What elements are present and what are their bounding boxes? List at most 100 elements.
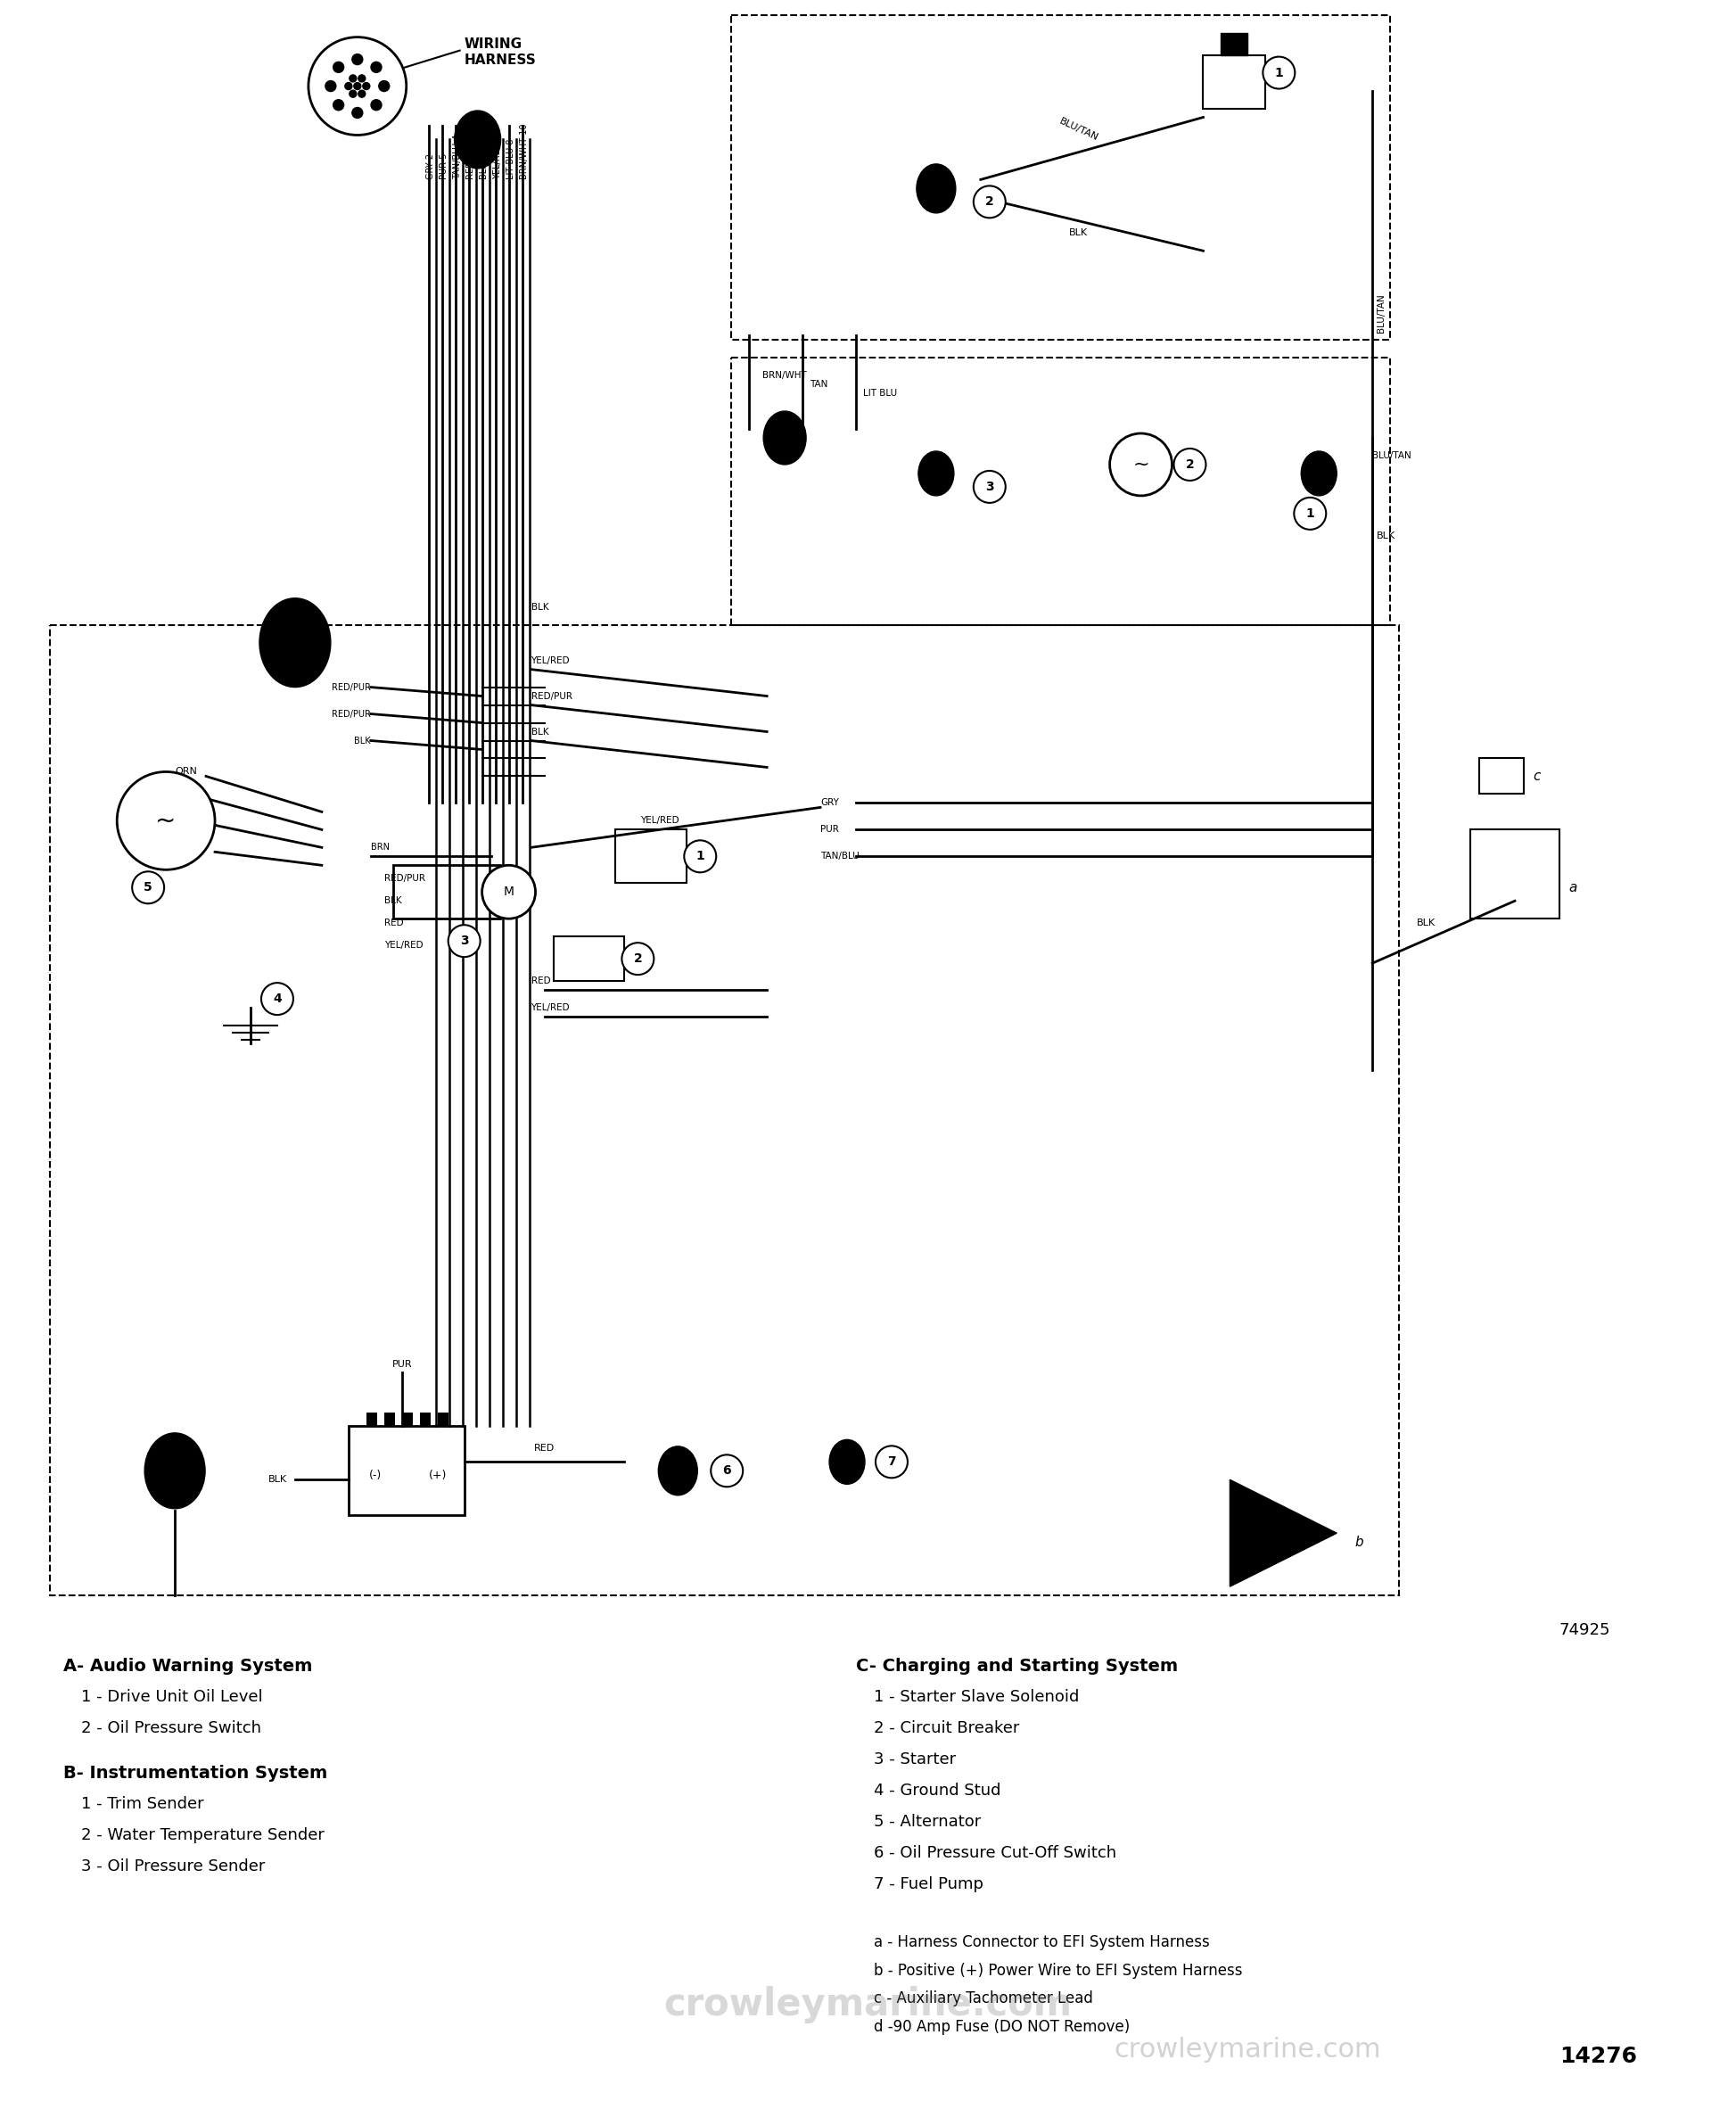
- Bar: [349, 1426, 464, 1516]
- Polygon shape: [1229, 1481, 1337, 1586]
- Bar: [420, 1413, 431, 1426]
- Text: 6 - Oil Pressure Cut-Off Switch: 6 - Oil Pressure Cut-Off Switch: [873, 1845, 1116, 1860]
- Text: TAN: TAN: [809, 380, 828, 388]
- Text: B- Instrumentation System: B- Instrumentation System: [64, 1765, 328, 1782]
- Bar: [403, 1413, 413, 1426]
- Text: 1 - Starter Slave Solenoid: 1 - Starter Slave Solenoid: [873, 1689, 1080, 1704]
- Text: 2 - Circuit Breaker: 2 - Circuit Breaker: [873, 1721, 1019, 1736]
- Bar: [731, 359, 1391, 624]
- Text: 4 - Ground Stud: 4 - Ground Stud: [873, 1782, 1002, 1799]
- Text: 74925: 74925: [1559, 1622, 1611, 1639]
- Bar: [1479, 759, 1524, 793]
- Text: BLK: BLK: [354, 736, 372, 744]
- Text: BRN: BRN: [372, 844, 389, 852]
- Circle shape: [1262, 57, 1295, 89]
- Text: A- Audio Warning System: A- Audio Warning System: [64, 1658, 312, 1675]
- Text: 2: 2: [1186, 458, 1194, 470]
- Text: BRN/WHT 10: BRN/WHT 10: [519, 124, 528, 179]
- Bar: [616, 829, 687, 884]
- Text: PUR: PUR: [821, 825, 838, 835]
- Text: GRY: GRY: [821, 799, 838, 808]
- Text: C- Charging and Starting System: C- Charging and Starting System: [856, 1658, 1179, 1675]
- Text: d -90 Amp Fuse (DO NOT Remove): d -90 Amp Fuse (DO NOT Remove): [873, 2018, 1130, 2035]
- Text: BRN/WHT: BRN/WHT: [762, 371, 807, 380]
- Text: 1 - Drive Unit Oil Level: 1 - Drive Unit Oil Level: [82, 1689, 262, 1704]
- Ellipse shape: [1302, 451, 1337, 496]
- Bar: [437, 1413, 448, 1426]
- Text: c: c: [1533, 770, 1540, 782]
- Circle shape: [372, 99, 382, 110]
- Circle shape: [974, 186, 1005, 217]
- Bar: [554, 936, 625, 981]
- Text: 2 - Water Temperature Sender: 2 - Water Temperature Sender: [82, 1826, 325, 1843]
- Text: crowleymarine.com: crowleymarine.com: [1115, 2037, 1382, 2063]
- Text: BLK: BLK: [531, 728, 549, 736]
- Ellipse shape: [764, 411, 806, 464]
- Circle shape: [349, 74, 356, 82]
- Circle shape: [260, 983, 293, 1014]
- Text: 14276: 14276: [1559, 2046, 1637, 2067]
- Text: BLK: BLK: [1377, 531, 1396, 540]
- Circle shape: [974, 470, 1005, 502]
- Text: 3: 3: [986, 481, 993, 494]
- Circle shape: [372, 61, 382, 72]
- Text: BLU/TAN: BLU/TAN: [1373, 451, 1411, 460]
- Text: a - Harness Connector to EFI System Harness: a - Harness Connector to EFI System Harn…: [873, 1934, 1210, 1951]
- Text: 1 - Trim Sender: 1 - Trim Sender: [82, 1797, 205, 1812]
- Text: BLK: BLK: [1417, 920, 1436, 928]
- Circle shape: [352, 55, 363, 65]
- Circle shape: [1109, 432, 1172, 496]
- Circle shape: [333, 99, 344, 110]
- Bar: [1470, 829, 1559, 920]
- Text: BLK: BLK: [267, 1476, 286, 1485]
- Circle shape: [333, 61, 344, 72]
- Circle shape: [363, 82, 370, 91]
- Bar: [1220, 32, 1248, 55]
- Bar: [1203, 55, 1266, 108]
- Text: LIT BLU 8: LIT BLU 8: [507, 139, 516, 179]
- Text: 2: 2: [634, 953, 642, 966]
- Text: a: a: [1568, 882, 1576, 894]
- Text: (-): (-): [368, 1470, 382, 1481]
- Text: RED/PUR: RED/PUR: [332, 683, 372, 692]
- Circle shape: [354, 82, 361, 91]
- Circle shape: [132, 871, 165, 903]
- Circle shape: [345, 82, 352, 91]
- Bar: [366, 1413, 377, 1426]
- Text: YEL/RED: YEL/RED: [641, 816, 679, 825]
- Text: YEL/RED 3: YEL/RED 3: [493, 135, 502, 179]
- Text: RED/PUR 6: RED/PUR 6: [465, 133, 476, 179]
- Circle shape: [352, 108, 363, 118]
- Text: BLK: BLK: [1069, 228, 1088, 238]
- Text: TAN/BLU: TAN/BLU: [821, 852, 859, 860]
- Circle shape: [1293, 498, 1326, 529]
- Circle shape: [448, 926, 481, 957]
- Text: LIT BLU: LIT BLU: [863, 388, 898, 399]
- Text: WIRING
HARNESS: WIRING HARNESS: [464, 38, 536, 67]
- Text: PUR 5: PUR 5: [439, 154, 448, 179]
- Text: BLU/TAN: BLU/TAN: [1377, 293, 1385, 333]
- Text: 3 - Starter: 3 - Starter: [873, 1750, 957, 1767]
- Circle shape: [325, 80, 337, 91]
- Text: 2 - Oil Pressure Switch: 2 - Oil Pressure Switch: [82, 1721, 262, 1736]
- Circle shape: [1174, 449, 1207, 481]
- Text: b: b: [1354, 1535, 1363, 1548]
- Text: RED/PUR: RED/PUR: [332, 709, 372, 719]
- Text: b - Positive (+) Power Wire to EFI System Harness: b - Positive (+) Power Wire to EFI Syste…: [873, 1961, 1243, 1978]
- Text: RED/PUR: RED/PUR: [130, 820, 175, 829]
- Text: RED: RED: [384, 920, 403, 928]
- Text: 1: 1: [1305, 508, 1314, 519]
- Bar: [392, 865, 500, 920]
- Text: 4: 4: [273, 993, 281, 1006]
- Text: 5 - Alternator: 5 - Alternator: [873, 1814, 981, 1831]
- Circle shape: [358, 91, 365, 97]
- Text: RED/PUR: RED/PUR: [531, 692, 573, 700]
- Text: 5: 5: [144, 882, 153, 894]
- Bar: [50, 624, 1399, 1597]
- Circle shape: [378, 80, 389, 91]
- Circle shape: [358, 74, 365, 82]
- Ellipse shape: [658, 1447, 698, 1495]
- Text: 1: 1: [1274, 67, 1283, 78]
- Text: GRY 2: GRY 2: [425, 154, 434, 179]
- Text: 1: 1: [696, 850, 705, 863]
